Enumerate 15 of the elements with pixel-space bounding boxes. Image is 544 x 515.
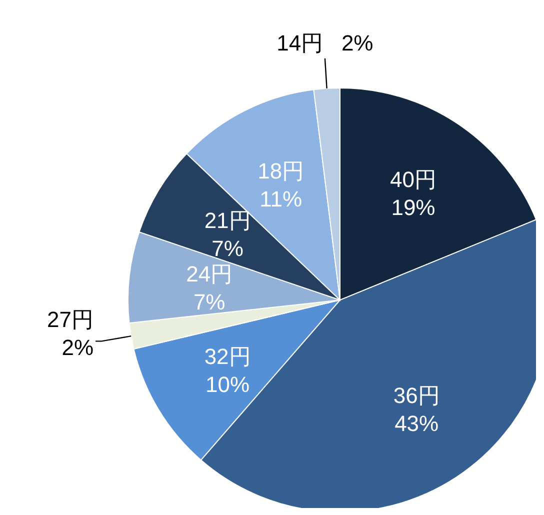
slice-label: 36円: [393, 382, 440, 408]
data-label: 2%: [62, 335, 94, 360]
slice-label: 18円: [258, 158, 304, 184]
data-label: 43%: [394, 410, 439, 436]
slice-label: 14円 2%: [276, 30, 374, 56]
data-label: 19%: [391, 194, 436, 220]
slice-label: 32円: [204, 344, 251, 370]
slice-label: 21円: [204, 208, 251, 233]
data-label: 10%: [206, 372, 250, 398]
slice-label: 24円: [186, 262, 233, 287]
slice-label: 40円: [390, 166, 436, 192]
data-label: 11%: [260, 186, 302, 212]
data-label: 7%: [193, 290, 226, 315]
data-label: 7%: [212, 236, 244, 261]
slice-label: 27円: [47, 307, 94, 332]
